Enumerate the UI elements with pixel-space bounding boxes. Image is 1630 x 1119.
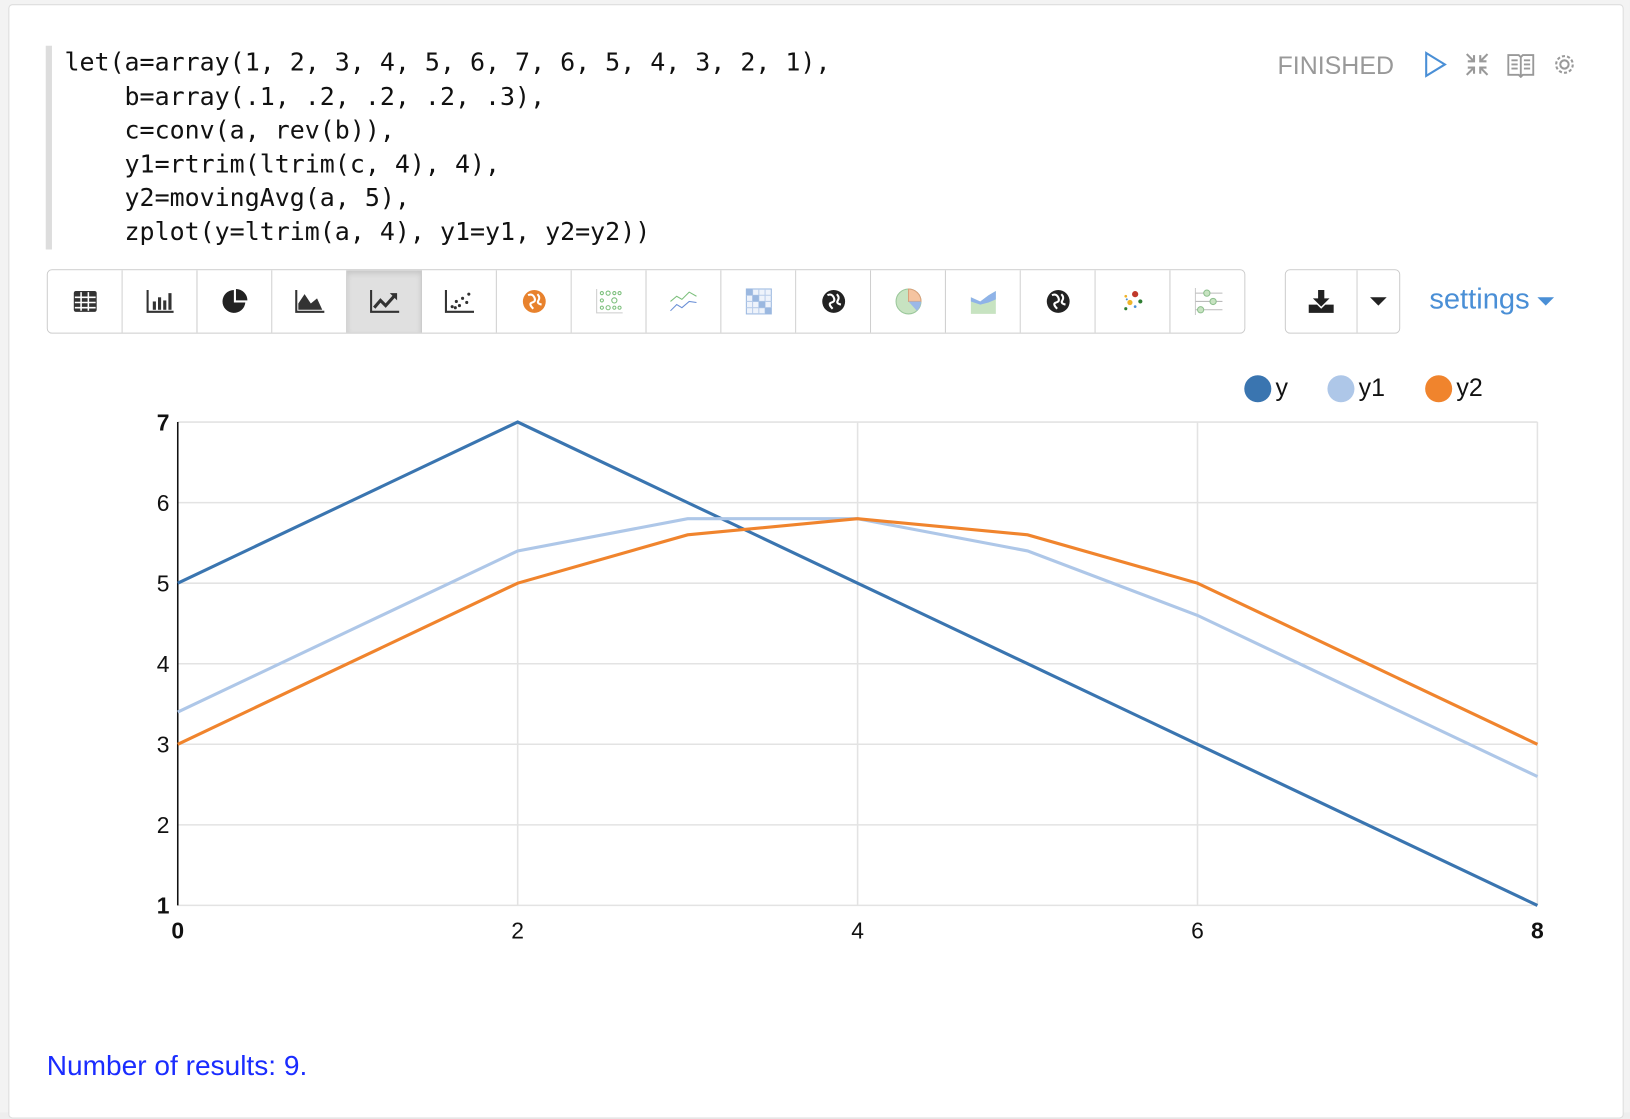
- color-scatter-button[interactable]: [1095, 270, 1171, 333]
- x-tick-label: 4: [851, 918, 864, 944]
- download-icon: [1308, 290, 1334, 313]
- pie-chart-icon: [221, 288, 247, 313]
- code-editor[interactable]: let(a=array(1, 2, 3, 4, 5, 6, 7, 6, 5, 4…: [45, 45, 831, 250]
- x-tick-label: 0: [171, 918, 184, 944]
- y-tick-label: 2: [157, 812, 170, 838]
- line-chart: 1 2 3 4 5 6 7 0 2 4 6 8: [157, 409, 1544, 944]
- color-scatter-icon: [1123, 291, 1142, 311]
- status-label: FINISHED: [1277, 51, 1394, 81]
- y-tick-label: 1: [157, 893, 170, 919]
- heatmap-button[interactable]: [721, 270, 797, 333]
- globe-icon: [1046, 290, 1070, 313]
- table-button[interactable]: [47, 270, 123, 333]
- y-tick-label: 3: [157, 732, 170, 758]
- sliders-button[interactable]: [1170, 270, 1245, 333]
- scatter-chart-icon: [444, 290, 474, 313]
- dot-grid-button[interactable]: [571, 270, 647, 333]
- globe-button[interactable]: [796, 270, 872, 333]
- book-icon[interactable]: [1505, 48, 1536, 81]
- multi-line-button[interactable]: [646, 270, 722, 333]
- code-line: let(a=array(1, 2, 3, 4, 5, 6, 7, 6, 5, 4…: [64, 47, 831, 77]
- legend-swatch: [1327, 375, 1355, 403]
- bar-chart-button[interactable]: [122, 270, 198, 333]
- orange-globe-icon: [522, 290, 546, 313]
- legend-swatch: [1425, 375, 1453, 403]
- download-dropdown-button[interactable]: [1357, 270, 1400, 333]
- scatter-chart-button[interactable]: [422, 270, 497, 333]
- y-tick-label: 6: [157, 490, 170, 516]
- notebook-paragraph: [8, 4, 1624, 1119]
- code-line: zplot(y=ltrim(a, 4), y1=y1, y2=y2)): [64, 216, 651, 246]
- visualization-toolbar: [46, 269, 1246, 334]
- code-line: c=conv(a, rev(b)),: [64, 115, 395, 145]
- dot-grid-icon: [595, 288, 623, 314]
- bar-chart-icon: [146, 290, 174, 313]
- x-tick-label: 6: [1191, 918, 1204, 944]
- collapse-icon[interactable]: [1462, 48, 1493, 81]
- legend-swatch: [1244, 375, 1272, 403]
- x-tick-label: 2: [511, 918, 524, 944]
- settings-dropdown[interactable]: settings: [1429, 282, 1555, 316]
- y-tick-label: 4: [157, 651, 170, 677]
- caret-down-icon: [1537, 296, 1555, 306]
- map-button[interactable]: [496, 270, 572, 333]
- code-line: y1=rtrim(ltrim(c, 4), 4),: [64, 149, 501, 179]
- line-chart-button[interactable]: [347, 270, 423, 333]
- settings-label: settings: [1429, 282, 1530, 315]
- legend-label: y: [1275, 374, 1288, 403]
- globe-2-button[interactable]: [1020, 270, 1096, 333]
- table-icon: [73, 291, 97, 312]
- gear-icon[interactable]: [1549, 48, 1580, 81]
- download-group: [1284, 269, 1401, 334]
- pie-chart-button[interactable]: [197, 270, 273, 333]
- caret-down-icon: [1370, 297, 1387, 306]
- sliders-icon: [1194, 287, 1222, 315]
- globe-icon: [821, 290, 845, 313]
- download-button[interactable]: [1285, 270, 1358, 333]
- code-line: y2=movingAvg(a, 5),: [64, 182, 410, 213]
- multi-line-icon: [669, 291, 697, 312]
- result-count: Number of results: 9.: [46, 1049, 308, 1082]
- y-tick-label: 5: [157, 570, 170, 596]
- legend-item-y[interactable]: y: [1244, 374, 1288, 403]
- x-tick-label: 8: [1531, 918, 1544, 944]
- area-chart-button[interactable]: [272, 270, 348, 333]
- code-line: b=array(.1, .2, .2, .2, .3),: [64, 81, 546, 111]
- stacked-area-button[interactable]: [945, 270, 1021, 333]
- legend-item-y1[interactable]: y1: [1327, 374, 1385, 403]
- series-line-y2: [177, 517, 1539, 746]
- y-tick-label: 7: [157, 409, 170, 435]
- area-chart-icon: [294, 290, 324, 313]
- legend-label: y2: [1456, 374, 1483, 403]
- stacked-area-icon: [970, 291, 996, 314]
- color-pie-button[interactable]: [871, 270, 946, 333]
- run-icon[interactable]: [1420, 48, 1451, 81]
- legend-label: y1: [1358, 374, 1385, 403]
- color-pie-icon: [895, 288, 921, 315]
- line-chart-icon: [369, 290, 399, 313]
- heatmap-icon: [745, 288, 772, 315]
- legend-item-y2[interactable]: y2: [1425, 374, 1483, 403]
- series-line-y: [177, 420, 1539, 907]
